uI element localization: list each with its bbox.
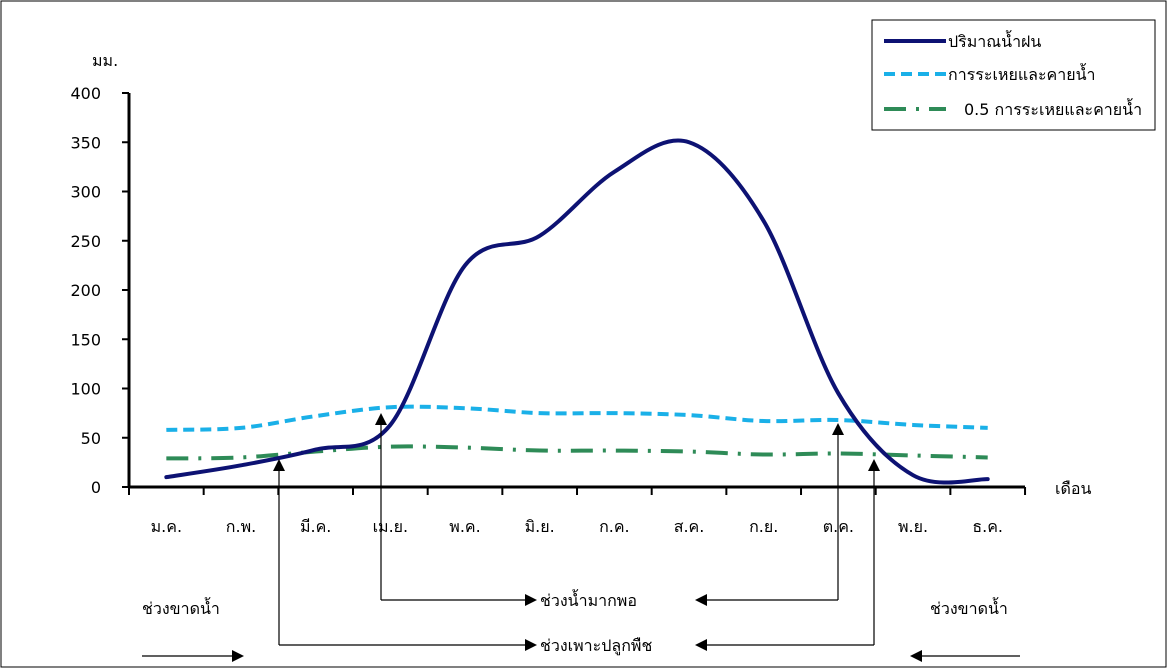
x-tick-label: ก.พ. — [226, 517, 256, 536]
legend: ปริมาณน้ำฝน การระเหยและคายน้ำ 0.5 การระเ… — [871, 19, 1156, 131]
axes — [122, 92, 1027, 495]
y-tick-label: 0 — [91, 478, 101, 497]
x-tick-label: ม.ค. — [151, 517, 182, 536]
y-tick-label: 250 — [70, 232, 101, 251]
series-evapotranspiration — [166, 404, 988, 432]
legend-label-rain: ปริมาณน้ำฝน — [948, 30, 1041, 51]
y-tick-label: 50 — [81, 429, 101, 448]
annotations: ช่วงขาดน้ำ ช่วงขาดน้ำ ช่วงน้ำมากพอ ช่วงเ… — [142, 413, 1020, 662]
annotation-growing: ช่วงเพาะปลูกพืช — [540, 636, 652, 656]
annotation-deficit-right: ช่วงขาดน้ำ — [930, 597, 1008, 618]
x-tick-label: ธ.ค. — [972, 517, 1003, 536]
annotation-deficit-left: ช่วงขาดน้ำ — [142, 597, 220, 618]
y-tick-label: 100 — [70, 380, 101, 399]
y-tick-label: 350 — [70, 133, 101, 152]
series-rainfall — [164, 138, 990, 485]
legend-label-et: การระเหยและคายน้ำ — [948, 63, 1096, 84]
series-lines — [164, 138, 990, 485]
x-axis-label: เดือน — [1055, 479, 1091, 498]
annotation-surplus: ช่วงน้ำมากพอ — [540, 589, 637, 610]
y-tick-label: 400 — [70, 84, 101, 103]
y-tick-label: 300 — [70, 183, 101, 202]
y-tick-label: 150 — [70, 330, 101, 349]
x-tick-label: ก.ค. — [599, 517, 630, 536]
x-tick-label: มี.ค. — [300, 517, 331, 536]
legend-label-half-et: 0.5 การระเหยและคายน้ำ — [964, 98, 1142, 119]
y-axis-label: มม. — [92, 51, 118, 70]
x-tick-label: พ.ย. — [898, 517, 928, 536]
x-tick-label: ส.ค. — [674, 517, 705, 536]
y-tick-labels: 0 50 100 150 200 250 300 350 400 — [70, 84, 101, 497]
x-tick-label: ก.ย. — [749, 517, 778, 536]
y-tick-label: 200 — [70, 281, 101, 300]
x-tick-label: เม.ย. — [373, 517, 409, 536]
x-tick-label: พ.ค. — [449, 517, 480, 536]
x-tick-label: มิ.ย. — [525, 517, 555, 536]
